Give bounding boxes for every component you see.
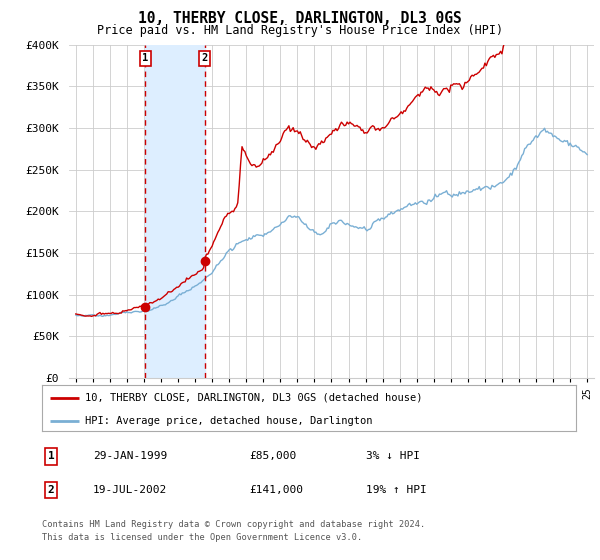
Text: 29-JAN-1999: 29-JAN-1999 xyxy=(93,451,167,461)
Text: Price paid vs. HM Land Registry's House Price Index (HPI): Price paid vs. HM Land Registry's House … xyxy=(97,24,503,37)
Text: 19-JUL-2002: 19-JUL-2002 xyxy=(93,485,167,495)
Text: 2: 2 xyxy=(202,53,208,63)
Text: 1: 1 xyxy=(47,451,55,461)
Text: Contains HM Land Registry data © Crown copyright and database right 2024.: Contains HM Land Registry data © Crown c… xyxy=(42,520,425,529)
Text: 2: 2 xyxy=(47,485,55,495)
Text: 10, THERBY CLOSE, DARLINGTON, DL3 0GS: 10, THERBY CLOSE, DARLINGTON, DL3 0GS xyxy=(138,11,462,26)
Text: 1: 1 xyxy=(142,53,148,63)
Text: 3% ↓ HPI: 3% ↓ HPI xyxy=(366,451,420,461)
Bar xyxy=(145,45,205,378)
Text: £141,000: £141,000 xyxy=(249,485,303,495)
Text: HPI: Average price, detached house, Darlington: HPI: Average price, detached house, Darl… xyxy=(85,416,372,426)
Text: 19% ↑ HPI: 19% ↑ HPI xyxy=(366,485,427,495)
Text: £85,000: £85,000 xyxy=(249,451,296,461)
Text: This data is licensed under the Open Government Licence v3.0.: This data is licensed under the Open Gov… xyxy=(42,533,362,542)
Text: 10, THERBY CLOSE, DARLINGTON, DL3 0GS (detached house): 10, THERBY CLOSE, DARLINGTON, DL3 0GS (d… xyxy=(85,393,422,403)
